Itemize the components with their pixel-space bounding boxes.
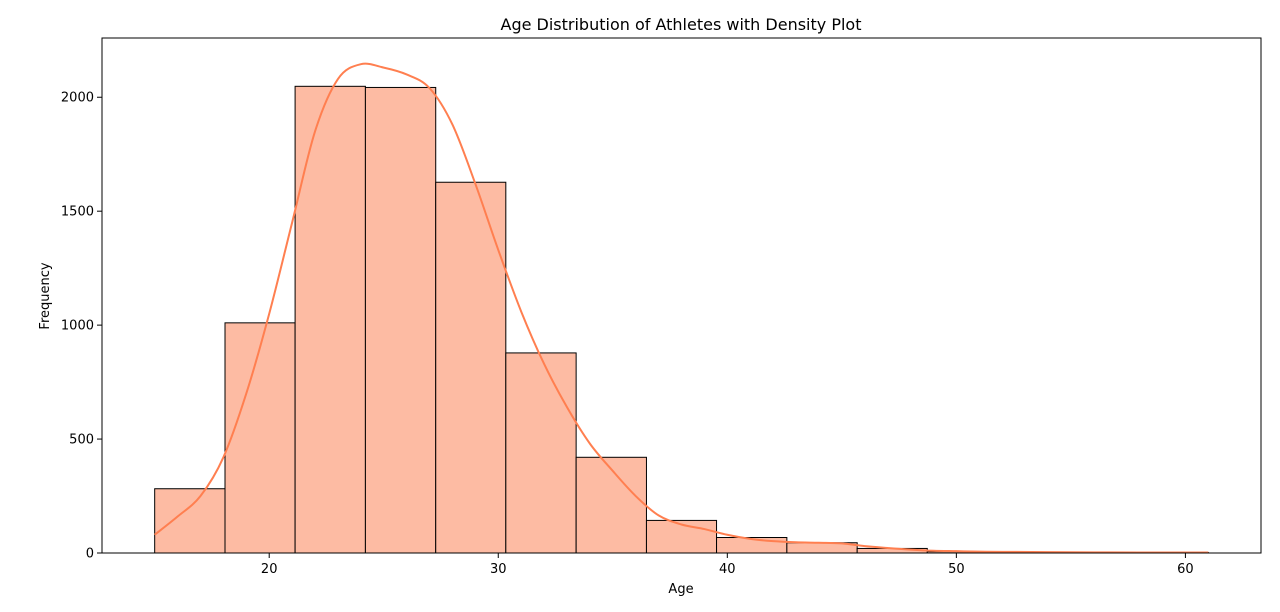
density-curve bbox=[154, 62, 1209, 554]
x-axis-label: Age bbox=[668, 582, 693, 597]
histogram-bar bbox=[364, 86, 437, 554]
y-tick-label: 1500 bbox=[61, 205, 94, 220]
histogram-bar bbox=[435, 181, 507, 554]
x-tick-label: 50 bbox=[948, 562, 965, 577]
chart-title: Age Distribution of Athletes with Densit… bbox=[501, 15, 862, 34]
histogram-bars bbox=[154, 85, 1209, 554]
x-axis-ticks: 20 30 40 50 60 bbox=[261, 553, 1194, 577]
plot-frame bbox=[101, 37, 1262, 554]
x-tick-label: 20 bbox=[261, 562, 278, 577]
y-tick-label: 1000 bbox=[61, 319, 94, 334]
histogram-bar bbox=[645, 519, 718, 554]
histogram-bar bbox=[575, 456, 647, 554]
y-tick-label: 0 bbox=[86, 547, 94, 562]
y-tick-label: 2000 bbox=[61, 91, 94, 106]
x-tick-label: 40 bbox=[719, 562, 736, 577]
y-tick-label: 500 bbox=[69, 433, 94, 448]
histogram-bar bbox=[505, 352, 577, 554]
x-tick-label: 60 bbox=[1177, 562, 1194, 577]
y-axis-label: Frequency bbox=[38, 262, 53, 329]
x-tick-label: 30 bbox=[490, 562, 507, 577]
histogram-bar bbox=[294, 85, 366, 554]
histogram-bar bbox=[154, 488, 226, 554]
y-axis-ticks: 0 500 1000 1500 2000 bbox=[61, 91, 102, 562]
histogram-bar bbox=[224, 322, 296, 554]
